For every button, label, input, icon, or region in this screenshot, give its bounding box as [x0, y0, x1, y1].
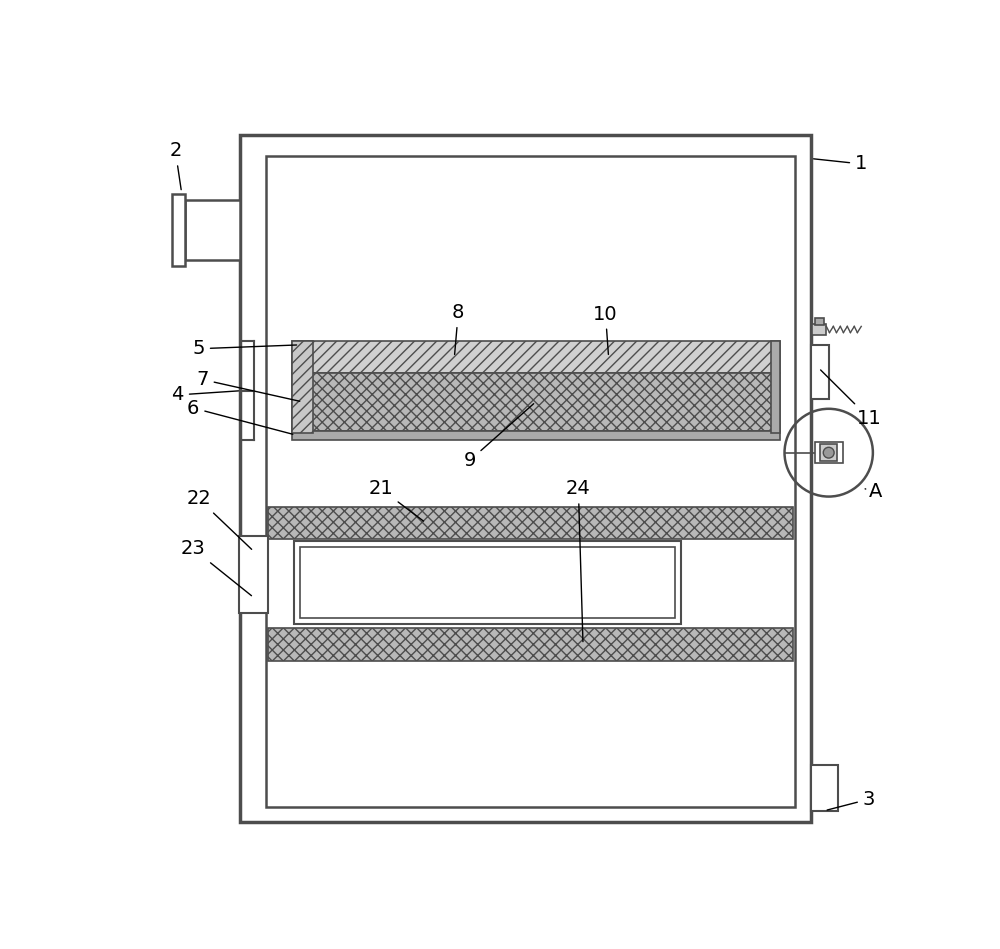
Bar — [172, 194, 185, 267]
Text: 24: 24 — [566, 479, 591, 642]
Text: 8: 8 — [452, 303, 464, 354]
Bar — [292, 431, 780, 440]
Text: 21: 21 — [368, 479, 423, 521]
Bar — [294, 541, 681, 624]
Text: 7: 7 — [196, 370, 300, 401]
Bar — [815, 442, 843, 463]
Text: 2: 2 — [169, 141, 182, 190]
Text: 4: 4 — [172, 385, 238, 404]
Text: A: A — [865, 482, 882, 501]
Bar — [815, 318, 824, 325]
Circle shape — [823, 447, 834, 458]
Bar — [811, 765, 838, 810]
Bar — [239, 536, 268, 613]
Bar — [292, 341, 313, 434]
Text: 22: 22 — [186, 490, 252, 549]
Text: 11: 11 — [821, 370, 881, 428]
Bar — [292, 373, 780, 431]
Bar — [185, 200, 240, 260]
Text: 9: 9 — [464, 403, 534, 470]
Bar — [268, 628, 793, 661]
Bar — [811, 344, 829, 399]
Text: 10: 10 — [593, 305, 618, 354]
Text: 5: 5 — [192, 339, 297, 358]
Text: 6: 6 — [187, 399, 293, 435]
Text: 3: 3 — [827, 790, 875, 810]
Text: 1: 1 — [814, 155, 867, 174]
Bar — [268, 507, 793, 539]
Bar — [300, 548, 675, 618]
Bar — [812, 325, 826, 335]
Bar — [292, 341, 780, 373]
Bar — [820, 444, 837, 461]
Bar — [240, 136, 811, 822]
Bar — [771, 341, 780, 434]
Text: 23: 23 — [181, 539, 251, 596]
Bar — [266, 157, 795, 807]
